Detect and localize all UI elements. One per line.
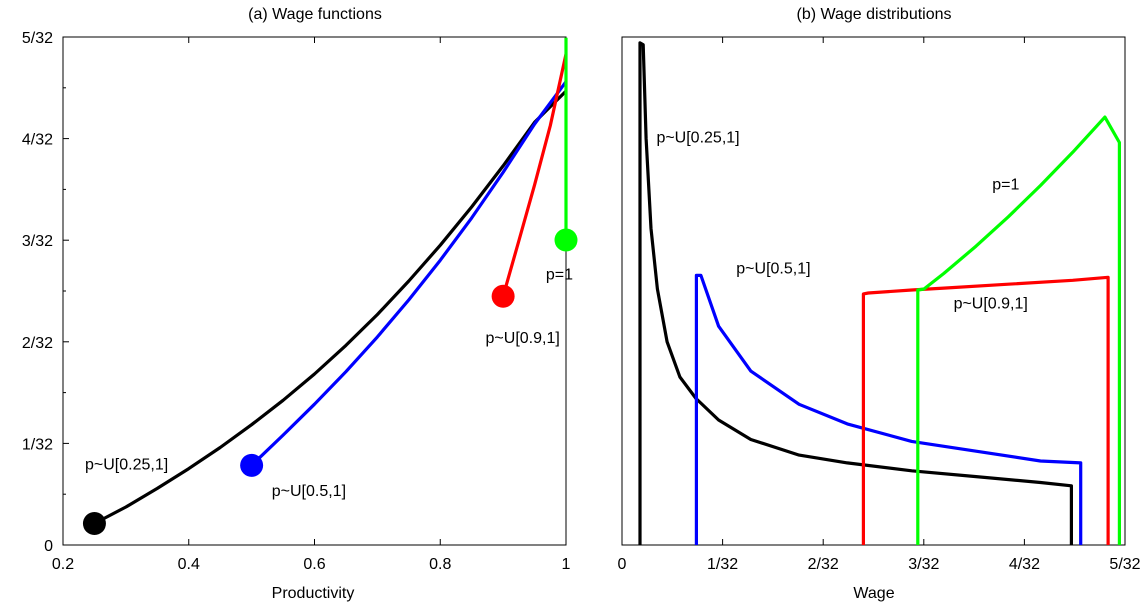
panel-b-annotations: p~U[0.25,1] p~U[0.5,1] p~U[0.9,1] p=1 bbox=[656, 130, 1027, 313]
panel-b-xtick-label: 3/32 bbox=[908, 556, 939, 573]
panel-a-series-line bbox=[93, 89, 568, 525]
panel-b-series-annotation: p~U[0.5,1] bbox=[736, 260, 810, 277]
panel-a-ytick-label: 1/32 bbox=[22, 436, 53, 453]
panel-wage-distributions: (b) Wage distributions 0 1/32 2/32 3/32 4/32… bbox=[618, 6, 1141, 602]
panel-b-series-line bbox=[694, 273, 1083, 545]
panel-a-start-marker bbox=[491, 284, 515, 308]
panel-a-series-annotation: p~U[0.5,1] bbox=[272, 483, 346, 500]
panel-a-xtick-label: 0.6 bbox=[303, 556, 325, 573]
panel-a-series-line bbox=[501, 53, 568, 297]
panel-b-lines bbox=[638, 41, 1122, 545]
panel-a-title: (a) Wage functions bbox=[248, 6, 382, 23]
panel-a-start-marker bbox=[82, 512, 106, 536]
panel-b-title: (b) Wage distributions bbox=[796, 6, 951, 23]
panel-a-series-annotation: p~U[0.9,1] bbox=[486, 330, 560, 347]
panel-b-xtick-label: 1/32 bbox=[707, 556, 738, 573]
panel-a-series-annotation: p=1 bbox=[546, 267, 573, 284]
panel-a-ytick-label: 3/32 bbox=[22, 233, 53, 250]
panel-a-start-marker bbox=[554, 228, 578, 252]
panel-b-xlabel: Wage bbox=[853, 585, 894, 602]
panel-wage-functions: (a) Wage functions 0.2 0.4 0.6 0.8 1 0 1/32 2/3… bbox=[22, 6, 578, 602]
panel-b-series-line bbox=[638, 41, 1074, 545]
panel-b-series-annotation: p~U[0.9,1] bbox=[954, 296, 1028, 313]
panel-b-xtick-label: 0 bbox=[618, 556, 627, 573]
panel-a-xtick-label: 0.2 bbox=[52, 556, 74, 573]
panel-a-xtick-label: 0.4 bbox=[178, 556, 200, 573]
panel-a-series-annotation: p~U[0.25,1] bbox=[85, 457, 168, 474]
panel-a-ytick-label: 2/32 bbox=[22, 335, 53, 352]
panel-b-xtick-label: 4/32 bbox=[1009, 556, 1040, 573]
panel-b-xtick-label: 2/32 bbox=[808, 556, 839, 573]
panel-a-ytick-label: 4/32 bbox=[22, 132, 53, 149]
panel-a-ticks: 0.2 0.4 0.6 0.8 1 0 1/32 2/32 3/32 4/32 5/32 bbox=[22, 30, 571, 573]
panel-a-ytick-label: 0 bbox=[44, 538, 53, 555]
panel-b-series-annotation: p~U[0.25,1] bbox=[656, 130, 739, 147]
panel-a-ytick-label: 5/32 bbox=[22, 30, 53, 47]
panel-b-series-line bbox=[916, 115, 1122, 545]
panel-a-annotations: p~U[0.25,1] p~U[0.5,1] p~U[0.9,1] p=1 bbox=[85, 267, 573, 500]
panel-b-series-annotation: p=1 bbox=[992, 176, 1019, 193]
panel-a-series-line bbox=[250, 80, 568, 467]
panel-b-axes-frame bbox=[621, 36, 1126, 546]
panel-a-xlabel: Productivity bbox=[272, 585, 355, 602]
panel-a-xtick-label: 0.8 bbox=[429, 556, 451, 573]
panel-b-ticks: 0 1/32 2/32 3/32 4/32 5/32 bbox=[618, 37, 1141, 573]
panel-a-start-marker bbox=[240, 453, 264, 477]
panel-a-xtick-label: 1 bbox=[562, 556, 571, 573]
panel-a-lines bbox=[82, 37, 578, 536]
panel-b-xtick-label: 5/32 bbox=[1109, 556, 1140, 573]
panel-b-series-line bbox=[861, 275, 1110, 545]
